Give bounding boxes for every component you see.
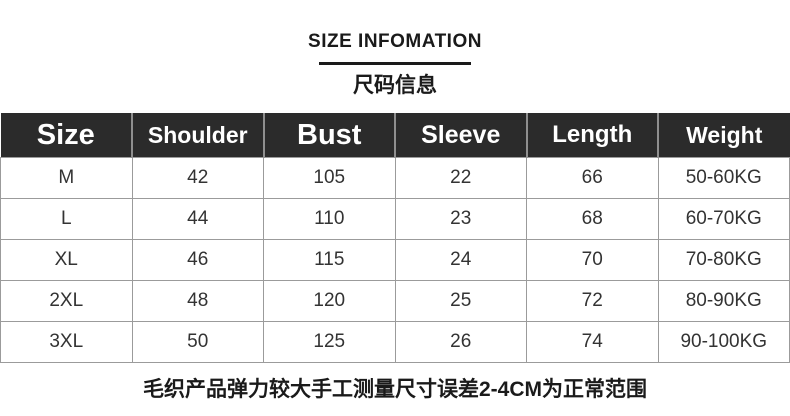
- cell-shoulder: 46: [131, 239, 264, 281]
- title-divider: [319, 62, 471, 65]
- col-header-sleeve: Sleeve: [394, 113, 527, 158]
- cell-weight: 90-100KG: [657, 321, 790, 363]
- cell-length: 74: [526, 321, 659, 363]
- cell-sleeve: 23: [394, 198, 527, 240]
- cell-sleeve: 24: [394, 239, 527, 281]
- size-table-header: Size Shoulder Bust Sleeve Length Weight: [0, 113, 790, 158]
- size-table: Size Shoulder Bust Sleeve Length Weight …: [0, 113, 790, 363]
- page-header: SIZE INFOMATION 尺码信息: [0, 0, 790, 96]
- header-row: Size Shoulder Bust Sleeve Length Weight: [0, 113, 790, 158]
- col-header-length: Length: [525, 113, 658, 158]
- cell-bust: 120: [263, 280, 396, 322]
- cell-weight: 60-70KG: [657, 198, 790, 240]
- cell-sleeve: 25: [394, 280, 527, 322]
- size-table-body: M 42 105 22 66 50-60KG L 44 110 23 68 60…: [0, 157, 790, 363]
- table-row: L 44 110 23 68 60-70KG: [0, 198, 790, 240]
- cell-sleeve: 26: [394, 321, 527, 363]
- cell-weight: 50-60KG: [657, 157, 790, 199]
- table-row: 2XL 48 120 25 72 80-90KG: [0, 280, 790, 322]
- cell-length: 70: [526, 239, 659, 281]
- cell-shoulder: 48: [131, 280, 264, 322]
- table-row: 3XL 50 125 26 74 90-100KG: [0, 321, 790, 363]
- cell-bust: 115: [263, 239, 396, 281]
- page-subtitle: 尺码信息: [353, 74, 437, 97]
- page-title: SIZE INFOMATION: [308, 31, 482, 52]
- cell-sleeve: 22: [394, 157, 527, 199]
- cell-shoulder: 50: [131, 321, 264, 363]
- cell-size: 3XL: [0, 321, 133, 363]
- cell-size: 2XL: [0, 280, 133, 322]
- cell-bust: 105: [263, 157, 396, 199]
- col-header-shoulder: Shoulder: [131, 113, 264, 158]
- cell-weight: 80-90KG: [657, 280, 790, 322]
- cell-shoulder: 44: [131, 198, 264, 240]
- cell-length: 72: [526, 280, 659, 322]
- cell-size: L: [0, 198, 133, 240]
- cell-shoulder: 42: [131, 157, 264, 199]
- measurement-note: 毛织产品弹力较大手工测量尺寸误差2-4CM为正常范围: [142, 378, 647, 401]
- table-row: XL 46 115 24 70 70-80KG: [0, 239, 790, 281]
- col-header-size: Size: [0, 113, 132, 158]
- cell-size: XL: [0, 239, 133, 281]
- table-row: M 42 105 22 66 50-60KG: [0, 157, 790, 199]
- cell-bust: 125: [263, 321, 396, 363]
- cell-size: M: [0, 157, 133, 199]
- cell-length: 66: [526, 157, 659, 199]
- col-header-weight: Weight: [657, 113, 790, 158]
- cell-bust: 110: [263, 198, 396, 240]
- col-header-bust: Bust: [262, 113, 395, 158]
- cell-weight: 70-80KG: [657, 239, 790, 281]
- cell-length: 68: [526, 198, 659, 240]
